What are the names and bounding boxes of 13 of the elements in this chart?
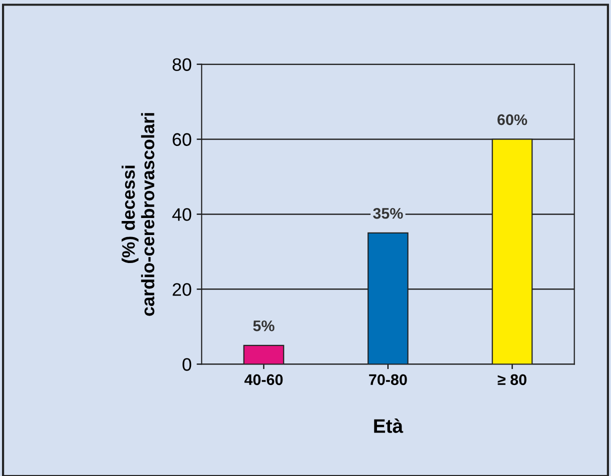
y-tick-label: 40 xyxy=(172,208,192,221)
y-tick-label: 20 xyxy=(172,283,192,296)
data-label: 5% xyxy=(253,320,274,332)
y-tick-label: 60 xyxy=(172,133,192,146)
x-tick-label: 70-80 xyxy=(369,374,407,386)
x-tick-label: 40-60 xyxy=(244,374,283,386)
y-tick-label: 80 xyxy=(172,58,192,71)
data-label: 60% xyxy=(497,114,528,126)
data-label: 35% xyxy=(373,208,403,219)
y-axis-title: (%) decessi cardio-cerebrovascolari xyxy=(122,113,154,316)
x-tick-label: ≥ 80 xyxy=(498,374,526,386)
x-axis-title: Età xyxy=(374,418,404,433)
y-tick-label: 0 xyxy=(182,358,192,371)
